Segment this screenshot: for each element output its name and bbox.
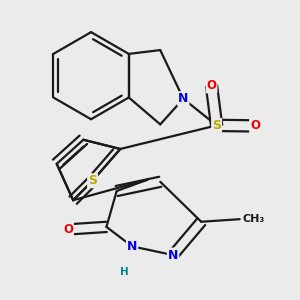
Text: H: H	[120, 267, 129, 277]
Text: O: O	[250, 119, 260, 132]
Text: O: O	[63, 223, 73, 236]
Text: CH₃: CH₃	[242, 214, 265, 224]
Text: N: N	[178, 92, 188, 105]
Text: S: S	[212, 119, 221, 132]
Text: N: N	[168, 249, 178, 262]
Text: O: O	[206, 80, 217, 92]
Text: N: N	[127, 240, 137, 253]
Text: S: S	[88, 174, 97, 187]
